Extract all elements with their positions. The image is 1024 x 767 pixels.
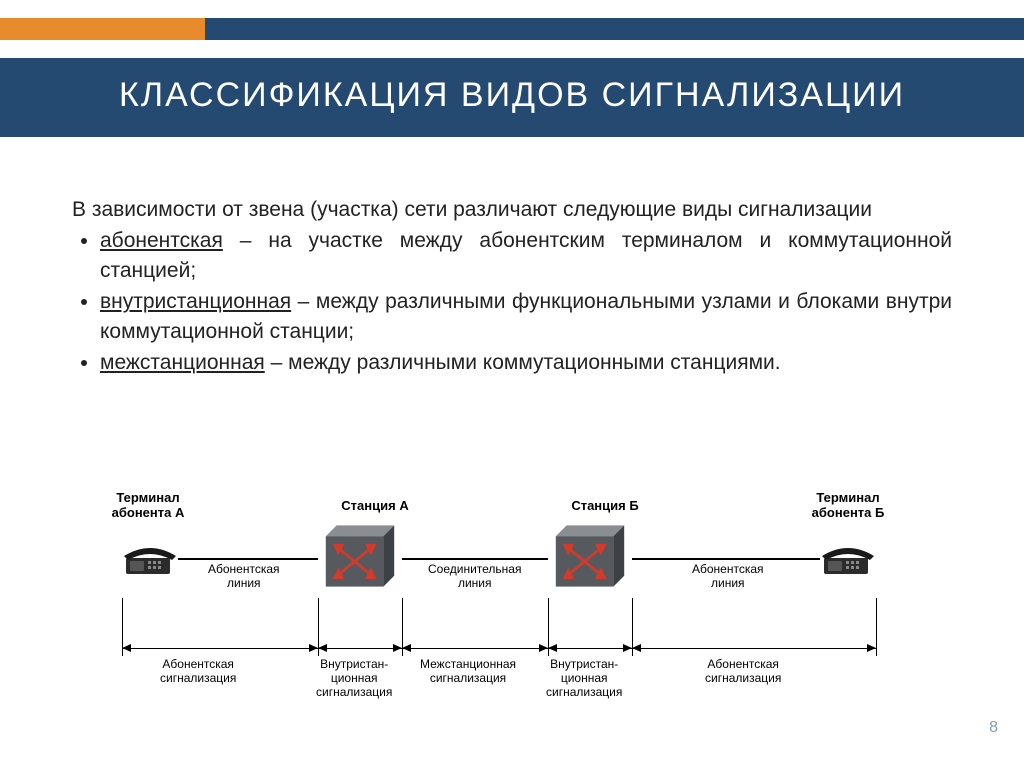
signal-label: Абонентскаясигнализация [705, 658, 781, 686]
link-line [402, 558, 548, 560]
body-text: В зависимости от звена (участка) сети ра… [72, 195, 952, 379]
list-item: внутристанционная – между различными фун… [100, 287, 952, 346]
signal-label: Внутристан-ционнаясигнализация [316, 658, 392, 699]
intro-text: В зависимости от звена (участка) сети ра… [72, 195, 952, 224]
signal-extent [318, 648, 402, 649]
link-label: Соединительнаялиния [428, 562, 521, 590]
signal-extent [402, 648, 548, 649]
link-line [632, 558, 820, 560]
signal-label: Внутристан-ционнаясигнализация [546, 658, 622, 699]
signal-extent [122, 648, 318, 649]
signaling-diagram: Терминалабонента А Станция А Станция Б Т… [100, 490, 936, 725]
node-label: Терминалабонента А [88, 490, 208, 520]
page-number: 8 [989, 719, 998, 737]
slide-title: КЛАССИФИКАЦИЯ ВИДОВ СИГНАЛИЗАЦИИ [40, 76, 984, 115]
node-label: Станция А [315, 498, 435, 513]
link-label: Абонентскаялиния [692, 562, 764, 590]
signal-extent [632, 648, 876, 649]
node-label: Станция Б [545, 498, 665, 513]
signal-label: Абонентскаясигнализация [160, 658, 236, 686]
title-band: КЛАССИФИКАЦИЯ ВИДОВ СИГНАЛИЗАЦИИ [0, 58, 1024, 137]
bullet-list: абонентская – на участке между абонентск… [72, 226, 952, 377]
node-label: Терминалабонента Б [788, 490, 908, 520]
link-label: Абонентскаялиния [208, 562, 280, 590]
extent-tick [876, 598, 877, 656]
phone-icon [120, 538, 180, 578]
header-stripe [0, 18, 1024, 40]
list-item: абонентская – на участке между абонентск… [100, 226, 952, 285]
phone-icon [818, 538, 878, 578]
stripe-main [205, 18, 1024, 40]
signal-label: Межстанционнаясигнализация [420, 658, 516, 686]
switch-icon [545, 520, 635, 592]
signal-extent [548, 648, 632, 649]
link-line [178, 558, 318, 560]
list-item: межстанционная – между различными коммут… [100, 348, 952, 377]
stripe-accent [0, 18, 205, 40]
switch-icon [315, 520, 405, 592]
